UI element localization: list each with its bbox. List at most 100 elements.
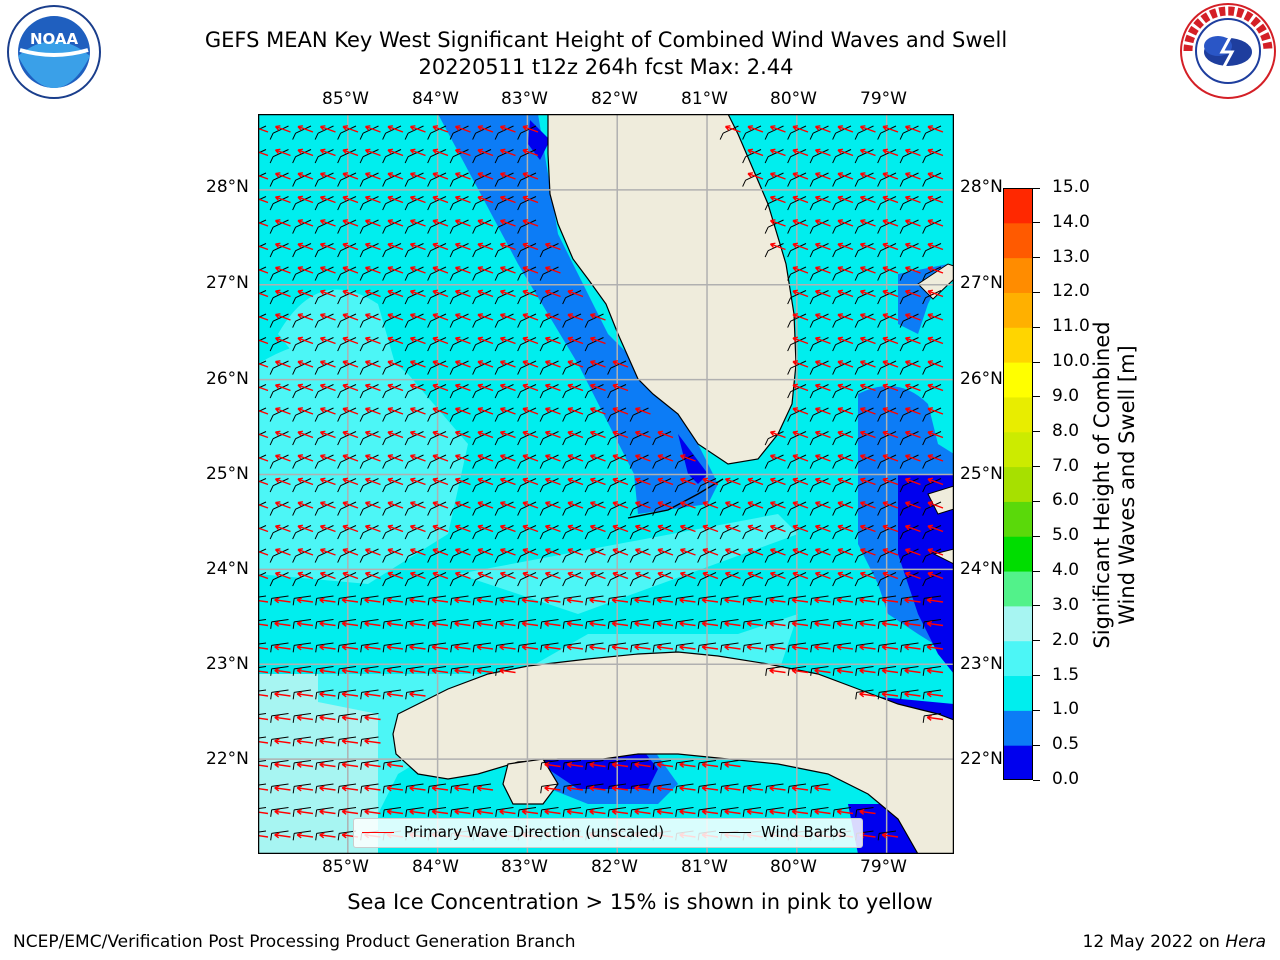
wave-direction-arrow: [544, 360, 561, 368]
wind-barb: [742, 501, 762, 516]
wave-direction-arrow: [342, 454, 359, 462]
wave-direction-arrow: [297, 477, 314, 486]
wave-direction-arrow: [477, 501, 494, 509]
wave-direction-arrow: [386, 691, 404, 698]
wind-barb: [585, 642, 604, 653]
wind-barb: [472, 360, 492, 375]
wind-barb: [899, 407, 919, 422]
wind-barb: [337, 125, 357, 140]
colorbar-tick-mark: [1033, 396, 1040, 398]
wind-barb: [877, 431, 897, 446]
wind-barb: [292, 290, 312, 305]
wave-direction-arrow: [926, 620, 944, 627]
wave-direction-arrow: [724, 785, 741, 792]
wave-direction-arrow: [319, 501, 336, 509]
wind-barb: [472, 478, 492, 493]
footer-date-text: 12 May 2022 on: [1082, 932, 1226, 952]
wave-direction-arrow: [612, 360, 629, 368]
wind-barb: [539, 337, 559, 352]
wind-barb: [809, 149, 829, 164]
wave-direction-arrow: [476, 808, 494, 815]
wave-direction-arrow: [258, 149, 269, 157]
wave-direction-arrow: [258, 646, 269, 650]
wind-barb: [427, 172, 447, 187]
legend-wave-swatch: [362, 831, 394, 833]
colorbar-tick-label: 3.0: [1052, 594, 1080, 615]
colorbar-segment: [1003, 188, 1033, 224]
wave-direction-arrow: [882, 548, 899, 556]
wind-barb: [449, 337, 469, 352]
wind-barb: [314, 125, 334, 140]
wave-direction-arrow: [499, 454, 516, 462]
wind-barb: [764, 149, 784, 164]
vector-layer: [258, 125, 944, 841]
wind-barb: [360, 595, 379, 606]
wind-barb: [652, 454, 672, 469]
wave-direction-arrow: [274, 524, 291, 533]
wind-barb: [675, 642, 694, 653]
wave-direction-arrow: [409, 219, 426, 227]
wave-direction-arrow: [454, 454, 471, 462]
wave-direction-arrow: [454, 195, 471, 204]
lon-label-top: 79°W: [860, 89, 907, 109]
wind-barb: [832, 666, 852, 676]
wave-direction-arrow: [499, 548, 516, 556]
wave-direction-arrow: [258, 693, 269, 697]
wave-direction-arrow: [342, 524, 359, 533]
wave-direction-arrow: [477, 172, 494, 180]
wave-direction-arrow: [454, 360, 471, 368]
wave-direction-arrow: [814, 620, 831, 627]
wind-barb: [315, 689, 334, 700]
wave-direction-arrow: [476, 667, 494, 674]
wave-direction-arrow: [319, 714, 336, 721]
wave-direction-arrow: [634, 620, 651, 627]
wave-direction-arrow: [258, 361, 269, 368]
wind-barb: [269, 360, 289, 375]
wave-direction-arrow: [544, 571, 561, 580]
wind-barb: [494, 172, 514, 187]
wind-barb: [292, 595, 312, 606]
wind-barb: [809, 337, 829, 352]
wave-direction-arrow: [364, 691, 381, 698]
wind-barb: [314, 149, 334, 164]
wind-barb: [292, 219, 312, 234]
wind-barb: [832, 431, 852, 446]
wind-barb: [494, 384, 514, 399]
wave-direction-arrow: [431, 785, 449, 792]
wave-direction-arrow: [432, 454, 449, 462]
wave-direction-arrow: [258, 478, 269, 486]
wind-barb: [517, 243, 537, 258]
field-0.0-0.5-region: [898, 474, 954, 674]
wave-direction-arrow: [319, 242, 336, 251]
wave-direction-arrow: [567, 430, 584, 439]
wave-direction-arrow: [319, 738, 336, 745]
wave-direction-arrow: [859, 242, 876, 251]
wind-barb: [810, 783, 829, 794]
wave-direction-arrow: [566, 644, 584, 651]
wind-barb: [494, 149, 514, 164]
wave-direction-arrow: [882, 219, 899, 227]
wave-direction-arrow: [522, 172, 539, 180]
wave-direction-arrow: [837, 242, 854, 251]
wind-barb: [854, 243, 874, 258]
wind-barb: [292, 478, 312, 493]
wind-barb: [449, 125, 469, 140]
wind-barb: [315, 713, 334, 723]
wave-direction-arrow: [522, 219, 539, 227]
wind-barb: [494, 219, 514, 234]
wind-barb: [719, 478, 739, 493]
wave-direction-arrow: [477, 477, 494, 486]
wave-direction-arrow: [747, 125, 764, 133]
colorbar-tick-mark: [1033, 222, 1040, 224]
wind-barb: [494, 125, 514, 140]
wind-barb: [809, 290, 829, 305]
wind-barb: [764, 478, 784, 493]
wind-barb: [382, 407, 402, 422]
wave-direction-arrow: [634, 808, 651, 815]
wave-direction-arrow: [274, 785, 291, 792]
wind-barb: [314, 266, 334, 281]
wind-barb: [337, 313, 357, 328]
wave-direction-arrow: [701, 620, 719, 627]
wave-direction-arrow: [409, 407, 426, 415]
wave-direction-arrow: [634, 785, 651, 792]
